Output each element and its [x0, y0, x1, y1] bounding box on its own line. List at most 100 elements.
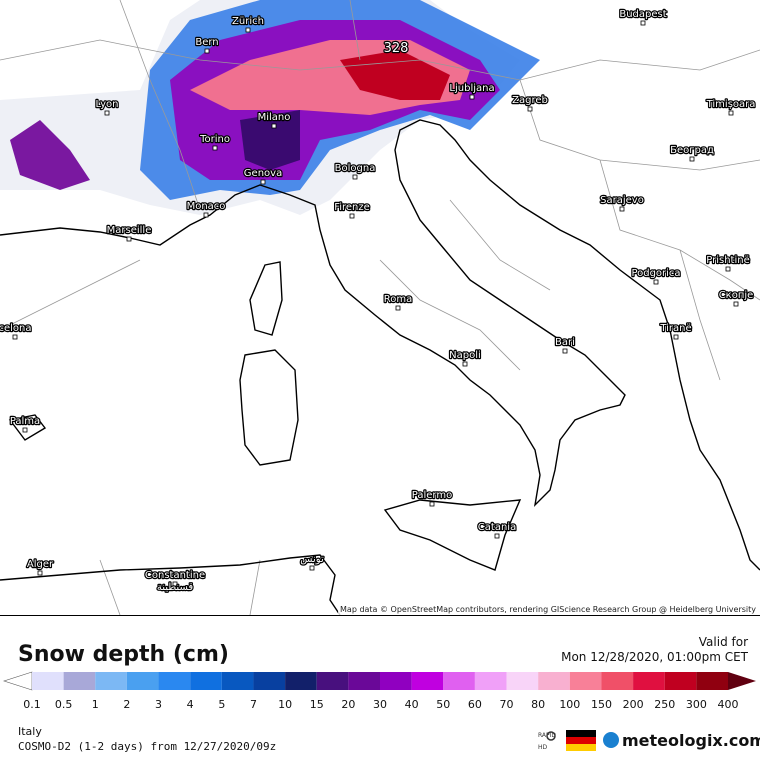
city-dot — [349, 213, 355, 219]
legend-swatch — [443, 672, 475, 690]
legend-swatch — [348, 672, 380, 690]
legend-label: 40 — [405, 698, 419, 711]
city-labels: Zürich Bern Budapest Lyon Ljubljana Zagreb Tim… — [0, 8, 757, 595]
city-dot — [309, 565, 315, 571]
city-dot — [725, 266, 731, 272]
legend-label: 60 — [468, 698, 482, 711]
city-label: Београд — [670, 145, 714, 156]
valid-time: Mon 12/28/2020, 01:00pm CET — [561, 650, 749, 664]
legend-label: 20 — [341, 698, 355, 711]
city-dot — [203, 212, 209, 218]
city-dot — [462, 361, 468, 367]
model-run: COSMO-D2 (1-2 days) from 12/27/2020/09z — [18, 740, 276, 753]
city-dot — [619, 206, 625, 212]
city-dot — [245, 27, 251, 33]
legend-swatch — [63, 672, 96, 690]
borders — [0, 0, 760, 616]
city-dot — [12, 334, 18, 340]
legend-swatch — [316, 672, 349, 690]
city-label: Prishtinë — [706, 255, 749, 266]
snow-west — [10, 120, 90, 190]
city-dot — [562, 348, 568, 354]
valid-label: Valid for — [699, 635, 748, 649]
corsica — [249, 261, 283, 336]
legend-label: 0.1 — [23, 698, 41, 711]
legend-swatch — [633, 672, 665, 690]
legend-swatch — [253, 672, 286, 690]
legend-swatch — [190, 672, 222, 690]
city-label: Zagreb — [512, 95, 548, 106]
city-label: celona — [0, 323, 32, 334]
legend-label: 4 — [187, 698, 194, 711]
city-dot — [22, 427, 28, 433]
map: 328 Map data © OpenStreetMap contributor… — [0, 0, 760, 616]
legend-label: 5 — [218, 698, 225, 711]
city-dot — [527, 106, 533, 112]
legend-label: 80 — [531, 698, 545, 711]
search-icon — [546, 731, 556, 741]
legend-arrow-low — [3, 671, 33, 691]
legend-swatch — [411, 672, 444, 690]
city-label: Firenze — [334, 202, 370, 213]
city-dot — [728, 110, 734, 116]
legend-label: 3 — [155, 698, 162, 711]
legend-swatch — [95, 672, 127, 690]
city-label: Ljubljana — [449, 83, 494, 94]
legend-label: 100 — [559, 698, 580, 711]
city-dot — [494, 533, 500, 539]
legend-swatch — [158, 672, 191, 690]
city-dot — [352, 174, 358, 180]
city-label: Sarajevo — [600, 195, 644, 206]
legend-label: 50 — [436, 698, 450, 711]
attribution: Map data © OpenStreetMap contributors, r… — [340, 605, 756, 614]
city-dot — [271, 123, 277, 129]
city-dot — [37, 570, 43, 576]
attribution-bg — [338, 604, 760, 615]
legend-swatch — [380, 672, 412, 690]
legend-label: 0.5 — [55, 698, 73, 711]
city-dot — [126, 236, 132, 242]
flag — [566, 730, 596, 737]
city-dot — [260, 179, 266, 185]
legend-swatch — [474, 672, 507, 690]
city-label: Tiranë — [659, 323, 691, 334]
city-label: Lyon — [95, 99, 118, 110]
legend-swatch — [601, 672, 634, 690]
legend-swatch — [696, 672, 728, 690]
brand: meteologix.com — [622, 731, 760, 750]
city-label: Bern — [195, 37, 218, 48]
city-label: Zürich — [232, 16, 264, 27]
city-dot — [673, 334, 679, 340]
legend-label: 1 — [92, 698, 99, 711]
city-label: Monaco — [187, 201, 226, 212]
sardinia — [239, 349, 299, 466]
legend-label: 7 — [250, 698, 257, 711]
legend-swatch — [32, 672, 64, 690]
legend-swatch — [221, 672, 254, 690]
snow-dark — [240, 110, 300, 170]
city-label: قسنطينة — [157, 582, 194, 593]
city-dot — [653, 279, 659, 285]
city-label: Palma — [10, 416, 40, 427]
sicily — [383, 499, 522, 571]
city-dot — [172, 581, 178, 587]
badge-bottom: HD — [538, 744, 548, 751]
city-label: Genova — [244, 168, 282, 179]
legend-swatch — [538, 672, 570, 690]
city-dot — [212, 145, 218, 151]
city-label: Alger — [27, 559, 54, 570]
city-label: Milano — [258, 112, 291, 123]
city-label: تونس — [300, 554, 324, 565]
legend-swatch — [126, 672, 159, 690]
legend-swatch — [506, 672, 539, 690]
max-value: 328 — [384, 41, 409, 56]
legend-swatch — [569, 672, 602, 690]
legend-label: 200 — [623, 698, 644, 711]
city-dot — [204, 48, 210, 54]
legend-title: Snow depth (cm) — [18, 642, 229, 667]
legend-label: 400 — [718, 698, 739, 711]
legend-label: 70 — [500, 698, 514, 711]
city-dot — [733, 301, 739, 307]
city-dot — [429, 501, 435, 507]
